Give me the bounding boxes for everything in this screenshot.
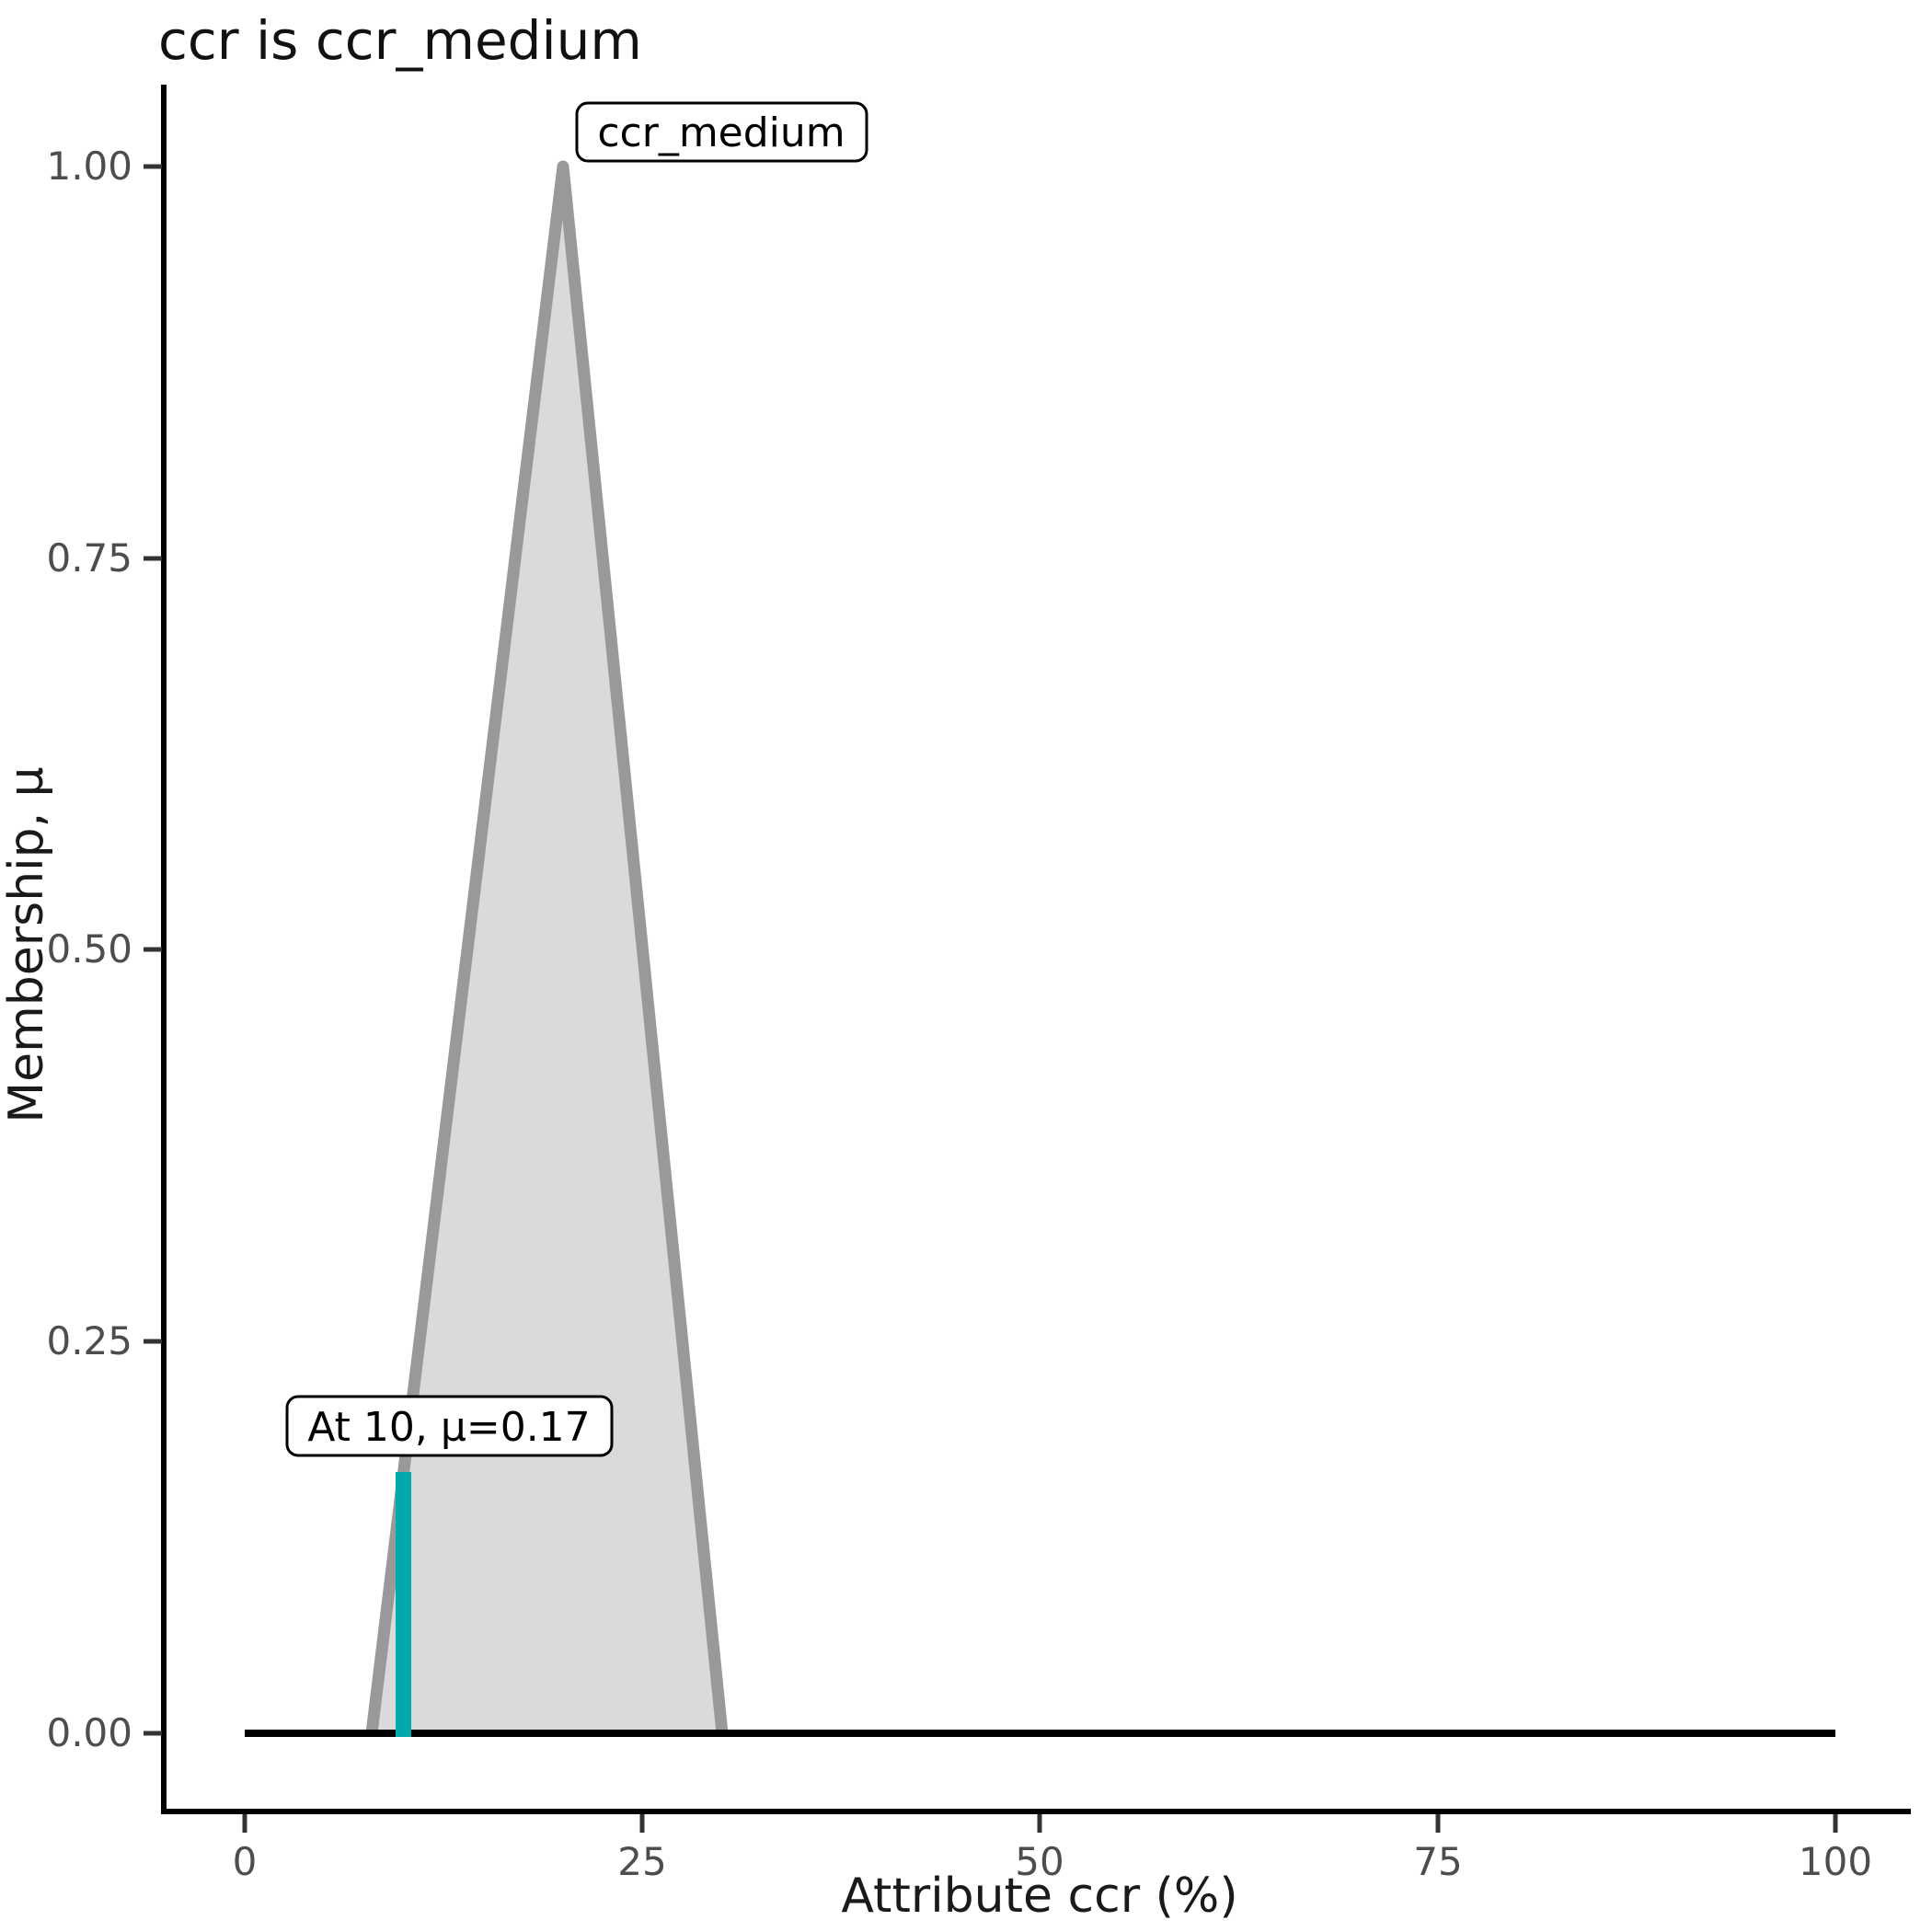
y-tick-label-0.75: 0.75 [46, 535, 132, 581]
x-axis-title: Attribute ccr (%) [841, 1869, 1237, 1924]
x-tick-label-0: 0 [233, 1839, 258, 1884]
y-tick-label-0.50: 0.50 [46, 926, 132, 972]
evaluation-annotation: At 10, μ=0.17 [285, 1395, 614, 1457]
y-axis-title: Membership, μ [0, 766, 54, 1123]
evaluation-label-box [285, 1395, 614, 1457]
evaluation-label-text: At 10, μ=0.17 [307, 1404, 590, 1451]
y-axis-ticks [144, 164, 162, 1736]
x-tick-label-25: 25 [617, 1839, 666, 1884]
chart-title: ccr is ccr_medium [158, 9, 642, 72]
x-tick-label-100: 100 [1799, 1839, 1872, 1884]
x-axis-ticks [242, 1814, 1838, 1833]
membership-triangle-fill [372, 167, 722, 1733]
set-label-box [575, 101, 868, 163]
y-tick-label-1.00: 1.00 [46, 144, 132, 189]
x-tick-label-75: 75 [1413, 1839, 1462, 1884]
x-axis-tick-labels: 0 25 50 75 100 [233, 1839, 1872, 1884]
y-tick-label-0.25: 0.25 [46, 1318, 132, 1363]
y-axis-tick-labels: 0.00 0.25 0.50 0.75 1.00 [46, 144, 132, 1755]
y-tick-label-0.00: 0.00 [46, 1710, 132, 1755]
set-label-annotation: ccr_medium [575, 101, 868, 163]
x-tick-label-50: 50 [1015, 1839, 1064, 1884]
evaluation-highlight-line [396, 1472, 411, 1737]
set-label-text: ccr_medium [597, 109, 845, 156]
membership-triangle-outline [365, 160, 729, 1734]
